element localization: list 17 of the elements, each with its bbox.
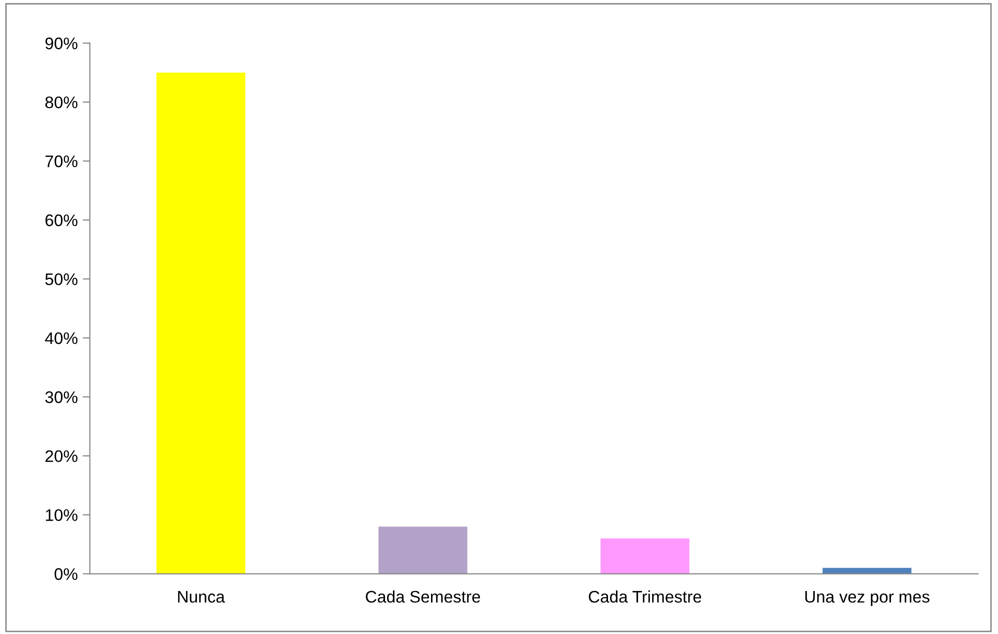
y-tick-label: 60% (46, 214, 78, 226)
x-tick-label: Cada Trimestre (588, 590, 702, 603)
y-tick-label: 30% (45, 391, 78, 404)
x-tick-label: Cada Semestre (366, 590, 480, 603)
y-tick-label: 10% (46, 509, 78, 522)
bar (600, 538, 690, 574)
y-tick-label: 80% (45, 96, 78, 108)
bar (156, 72, 246, 574)
x-tick-label: Nunca (178, 591, 225, 603)
y-tick-label: 90% (45, 38, 78, 50)
x-tick-label: Una vez por mes (805, 591, 930, 606)
y-tick-label: 0% (54, 568, 78, 580)
y-tick-label: 70% (46, 155, 78, 168)
y-tick-label: 20% (45, 450, 78, 462)
bar (378, 526, 468, 574)
y-tick-label: 50% (45, 273, 78, 286)
y-tick-label: 40% (45, 332, 78, 344)
